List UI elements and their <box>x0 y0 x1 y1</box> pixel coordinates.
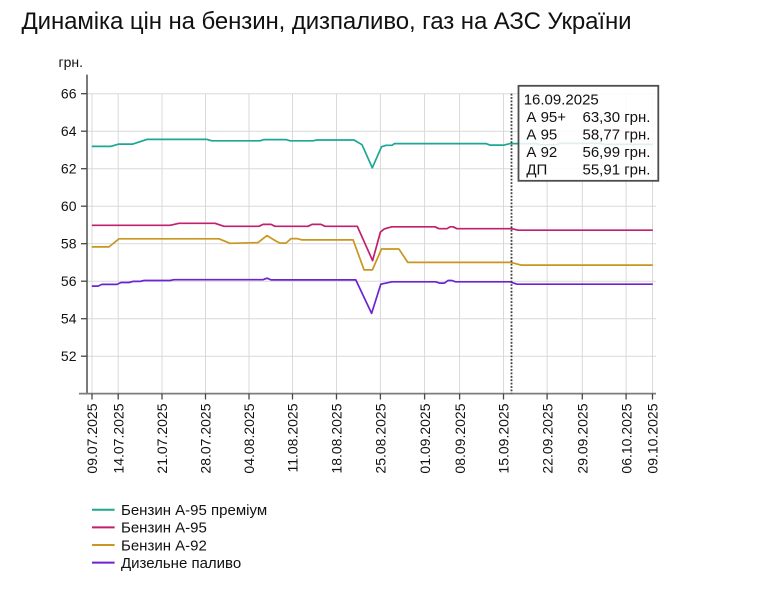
svg-text:66: 66 <box>61 86 77 102</box>
svg-text:52: 52 <box>61 348 77 364</box>
svg-text:Бензин А-95: Бензин А-95 <box>121 520 207 537</box>
svg-text:09.10.2025: 09.10.2025 <box>645 403 661 473</box>
svg-text:А 92: А 92 <box>526 144 557 161</box>
svg-text:Дизельне паливо: Дизельне паливо <box>121 555 241 572</box>
svg-text:А 95+: А 95+ <box>526 109 566 126</box>
svg-text:18.08.2025: 18.08.2025 <box>329 403 345 473</box>
svg-text:29.09.2025: 29.09.2025 <box>575 403 591 473</box>
svg-text:22.09.2025: 22.09.2025 <box>539 403 555 473</box>
svg-text:Бензин А-92: Бензин А-92 <box>121 537 207 554</box>
svg-text:56,99 грн.: 56,99 грн. <box>583 144 651 161</box>
svg-text:58: 58 <box>61 236 77 252</box>
svg-text:грн.: грн. <box>59 54 84 70</box>
svg-text:09.07.2025: 09.07.2025 <box>84 403 100 473</box>
svg-text:28.07.2025: 28.07.2025 <box>198 403 214 473</box>
svg-text:Бензин А-95 преміум: Бензин А-95 преміум <box>121 502 267 519</box>
svg-text:Динаміка цін на бензин, дизпал: Динаміка цін на бензин, дизпаливо, газ н… <box>22 8 632 35</box>
svg-text:56: 56 <box>61 273 77 289</box>
svg-text:08.09.2025: 08.09.2025 <box>452 403 468 473</box>
svg-text:62: 62 <box>61 161 77 177</box>
svg-text:21.07.2025: 21.07.2025 <box>154 403 170 473</box>
svg-text:64: 64 <box>61 123 77 139</box>
svg-text:25.08.2025: 25.08.2025 <box>373 403 389 473</box>
svg-text:55,91 грн.: 55,91 грн. <box>583 162 651 179</box>
svg-text:58,77 грн.: 58,77 грн. <box>583 127 651 144</box>
svg-text:11.08.2025: 11.08.2025 <box>285 403 301 472</box>
svg-text:63,30 грн.: 63,30 грн. <box>583 109 651 126</box>
svg-text:01.09.2025: 01.09.2025 <box>417 403 433 473</box>
svg-text:60: 60 <box>61 198 77 214</box>
svg-text:06.10.2025: 06.10.2025 <box>618 403 634 473</box>
svg-text:54: 54 <box>61 311 77 327</box>
svg-text:15.09.2025: 15.09.2025 <box>496 403 512 473</box>
svg-text:04.08.2025: 04.08.2025 <box>241 403 257 473</box>
svg-text:А 95: А 95 <box>526 127 557 144</box>
svg-text:ДП: ДП <box>526 162 547 179</box>
svg-text:14.07.2025: 14.07.2025 <box>110 403 126 473</box>
svg-text:16.09.2025: 16.09.2025 <box>524 92 599 109</box>
